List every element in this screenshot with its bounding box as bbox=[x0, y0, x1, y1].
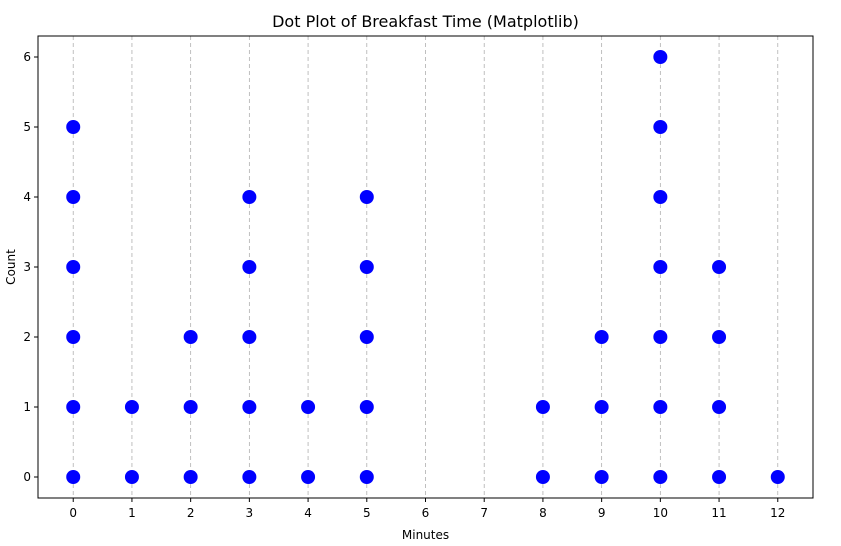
y-axis-ticks: 0 1 2 3 4 5 6 bbox=[23, 50, 38, 484]
data-point bbox=[66, 260, 81, 274]
data-point bbox=[653, 120, 668, 134]
data-point bbox=[535, 470, 550, 484]
data-point bbox=[183, 400, 198, 414]
data-point bbox=[712, 400, 727, 414]
data-point bbox=[653, 190, 668, 204]
y-tick-label: 2 bbox=[23, 330, 31, 344]
x-tick-label: 11 bbox=[711, 506, 726, 520]
x-axis-title: Minutes bbox=[402, 528, 449, 542]
data-point bbox=[301, 470, 316, 484]
data-point bbox=[653, 400, 668, 414]
data-point bbox=[712, 260, 727, 274]
data-point bbox=[242, 330, 257, 344]
x-tick-label: 5 bbox=[363, 506, 371, 520]
data-point bbox=[653, 470, 668, 484]
data-points bbox=[66, 50, 785, 484]
data-point bbox=[66, 400, 81, 414]
x-tick-label: 0 bbox=[69, 506, 77, 520]
chart-title: Dot Plot of Breakfast Time (Matplotlib) bbox=[272, 12, 579, 31]
data-point bbox=[242, 470, 257, 484]
y-tick-label: 5 bbox=[23, 120, 31, 134]
data-point bbox=[535, 400, 550, 414]
data-point bbox=[183, 330, 198, 344]
x-tick-label: 4 bbox=[304, 506, 312, 520]
y-tick-label: 3 bbox=[23, 260, 31, 274]
data-point bbox=[770, 470, 785, 484]
x-tick-label: 8 bbox=[539, 506, 547, 520]
x-tick-label: 3 bbox=[246, 506, 254, 520]
data-point bbox=[653, 260, 668, 274]
data-point bbox=[359, 470, 374, 484]
x-tick-label: 2 bbox=[187, 506, 195, 520]
data-point bbox=[66, 190, 81, 204]
data-point bbox=[242, 190, 257, 204]
data-point bbox=[66, 120, 81, 134]
y-axis-title: Count bbox=[4, 249, 18, 285]
data-point bbox=[359, 400, 374, 414]
x-tick-label: 10 bbox=[653, 506, 668, 520]
data-point bbox=[242, 400, 257, 414]
data-point bbox=[124, 400, 139, 414]
data-point bbox=[66, 470, 81, 484]
data-point bbox=[359, 260, 374, 274]
x-tick-label: 1 bbox=[128, 506, 136, 520]
data-point bbox=[653, 330, 668, 344]
y-tick-label: 1 bbox=[23, 400, 31, 414]
y-tick-label: 4 bbox=[23, 190, 31, 204]
data-point bbox=[301, 400, 316, 414]
y-tick-label: 0 bbox=[23, 470, 31, 484]
data-point bbox=[594, 400, 609, 414]
data-point bbox=[653, 50, 668, 64]
data-point bbox=[124, 470, 139, 484]
data-point bbox=[712, 470, 727, 484]
data-point bbox=[594, 330, 609, 344]
x-tick-label: 12 bbox=[770, 506, 785, 520]
x-tick-label: 7 bbox=[480, 506, 488, 520]
data-point bbox=[183, 470, 198, 484]
data-point bbox=[712, 330, 727, 344]
data-point bbox=[594, 470, 609, 484]
data-point bbox=[66, 330, 81, 344]
x-axis-ticks: 0 1 2 3 4 5 6 7 8 9 10 11 12 bbox=[69, 498, 785, 520]
y-tick-label: 6 bbox=[23, 50, 31, 64]
x-tick-label: 6 bbox=[422, 506, 430, 520]
data-point bbox=[359, 190, 374, 204]
data-point bbox=[359, 330, 374, 344]
x-tick-label: 9 bbox=[598, 506, 606, 520]
data-point bbox=[242, 260, 257, 274]
